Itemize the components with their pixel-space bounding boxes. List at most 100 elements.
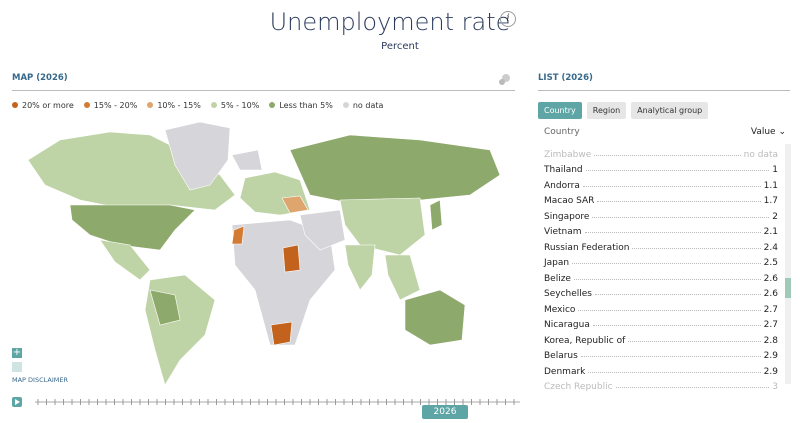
country-name: Zimbabwe: [544, 149, 592, 160]
country-name: Singapore: [544, 211, 590, 222]
legend-item[interactable]: 20% or more: [12, 101, 74, 110]
zoom-out[interactable]: [12, 362, 22, 372]
legend-item[interactable]: 5% - 10%: [210, 101, 260, 110]
column-header[interactable]: Value ⌄: [750, 127, 786, 137]
country-shape[interactable]: [270, 321, 293, 346]
column-header[interactable]: Country: [544, 127, 580, 137]
legend-item[interactable]: no data: [342, 101, 384, 110]
country-name: Czech Republic: [544, 382, 613, 392]
leader: [592, 325, 761, 326]
divider: [12, 90, 515, 91]
list-row[interactable]: Macao SAR 1.7: [544, 191, 778, 206]
value: 2.7: [763, 320, 778, 330]
leader: [585, 170, 770, 171]
legend-label: Less than 5%: [279, 101, 333, 110]
subtitle: Percent: [381, 41, 419, 52]
scroll-thumb[interactable]: [785, 278, 791, 298]
play-icon: [15, 399, 20, 405]
list-header: Country Value ⌄: [544, 127, 790, 137]
info-button[interactable]: i: [500, 11, 516, 27]
value: 2: [772, 211, 778, 222]
legend-swatch: [83, 102, 90, 108]
leader: [592, 216, 770, 218]
country-shape[interactable]: [404, 289, 466, 346]
tabs: Country Region Analytical group: [538, 102, 709, 119]
country-shape[interactable]: [27, 131, 236, 211]
value: 2.1: [763, 227, 778, 237]
value: 2.7: [763, 304, 778, 315]
legend-swatch: [12, 102, 18, 108]
country-shape[interactable]: [231, 225, 245, 245]
country-name: Belize: [544, 273, 571, 284]
country-name: Mexico: [544, 304, 576, 315]
list-row[interactable]: Singapore 2: [544, 206, 778, 222]
country-shape[interactable]: [69, 204, 196, 251]
list-row[interactable]: Belize 2.6: [544, 268, 778, 284]
list-title: LIST (2026): [538, 73, 593, 83]
legend-swatch: [269, 102, 276, 108]
timeline: [12, 397, 520, 407]
country-shape[interactable]: [344, 244, 376, 291]
leader: [628, 340, 761, 342]
country-shape[interactable]: [289, 134, 501, 206]
legend-item[interactable]: 10% - 15%: [147, 101, 201, 110]
list-row[interactable]: Japan 2.5: [544, 253, 778, 268]
tab[interactable]: Region: [586, 102, 627, 119]
country-shape[interactable]: [282, 244, 301, 273]
list-row[interactable]: Andorra 1.1: [544, 175, 778, 191]
country-name: Macao SAR: [544, 196, 595, 206]
list-row[interactable]: Zimbabwe no data: [544, 144, 778, 160]
legend-item[interactable]: 15% - 20%: [83, 101, 138, 110]
column-label: Value: [750, 127, 776, 137]
country-shape[interactable]: [281, 195, 309, 214]
country-shape[interactable]: [149, 289, 181, 326]
list-row[interactable]: Vietnam 2.1: [544, 222, 778, 237]
value: 2.9: [763, 351, 778, 361]
country-name: Japan: [544, 258, 570, 268]
value: 1.1: [763, 180, 778, 191]
leader: [584, 232, 761, 233]
scrollbar[interactable]: [785, 144, 791, 384]
legend-item[interactable]: Less than 5%: [269, 101, 333, 110]
list-row[interactable]: Czech Republic 3: [544, 377, 778, 392]
legend-label: 5% - 10%: [220, 101, 260, 110]
list-rows: Zimbabwe no data Thailand 1 Andorra 1.1 Macao …: [544, 144, 778, 393]
list-row[interactable]: Korea, Republic of 2.8: [544, 330, 778, 346]
value: 1.7: [763, 196, 778, 206]
value: 2.8: [763, 335, 778, 346]
legend-label: no data: [352, 101, 384, 110]
country-shape[interactable]: [384, 254, 421, 301]
country-shape[interactable]: [231, 149, 263, 171]
legend-label: 20% or more: [22, 101, 74, 110]
tab[interactable]: Country: [538, 102, 582, 119]
legend-label: 15% - 20%: [93, 101, 138, 110]
country-name: Seychelles: [544, 289, 592, 299]
value: 2.6: [763, 273, 778, 284]
list-row[interactable]: Russian Federation 2.4: [544, 237, 778, 253]
country-shape[interactable]: [164, 121, 231, 191]
country-name: Andorra: [544, 180, 580, 191]
leader: [578, 309, 761, 311]
zoom-in[interactable]: +: [12, 347, 22, 358]
leader: [595, 294, 761, 295]
tab[interactable]: Analytical group: [631, 102, 709, 119]
settings-icon[interactable]: [498, 72, 512, 86]
country-shape[interactable]: [299, 209, 346, 251]
list-row[interactable]: Seychelles 2.6: [544, 284, 778, 299]
year-badge[interactable]: 2026: [422, 405, 468, 419]
divider: [538, 90, 790, 91]
list-row[interactable]: Nicaragua 2.7: [544, 315, 778, 330]
list-row[interactable]: Denmark 2.9: [544, 361, 778, 377]
country-name: Russian Federation: [544, 242, 630, 253]
list-row[interactable]: Mexico 2.7: [544, 299, 778, 315]
list-row[interactable]: Belarus 2.9: [544, 346, 778, 361]
leader: [615, 387, 770, 388]
map-disclaimer[interactable]: MAP DISCLAIMER: [12, 376, 68, 384]
leader: [580, 356, 761, 357]
country-shape[interactable]: [429, 199, 443, 231]
list-row[interactable]: Thailand 1: [544, 160, 778, 175]
legend-swatch: [342, 102, 349, 108]
leader: [594, 154, 741, 156]
country-shape[interactable]: [99, 239, 151, 281]
